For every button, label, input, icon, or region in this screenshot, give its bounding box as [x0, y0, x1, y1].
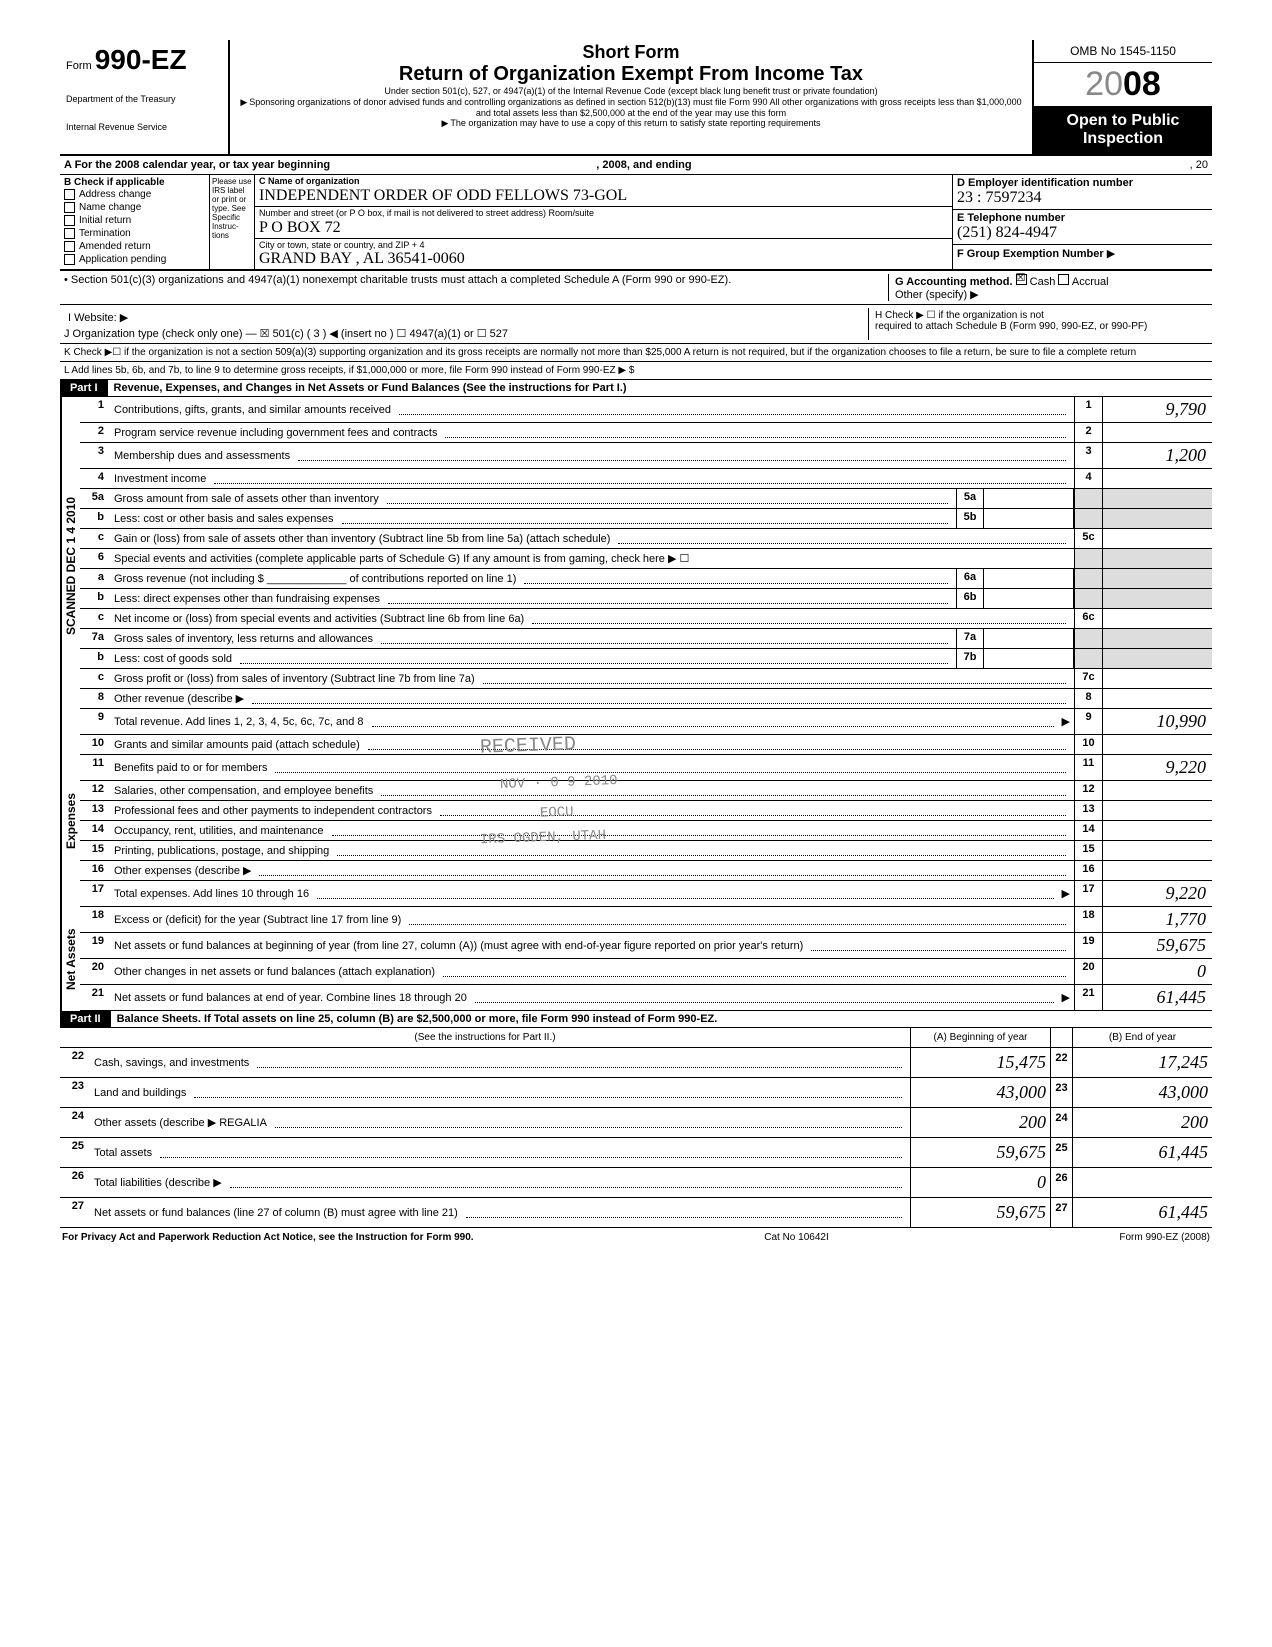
checkbox[interactable] — [64, 215, 75, 226]
org-type-line: J Organization type (check only one) — ☒… — [64, 327, 868, 340]
form-number: 990-EZ — [95, 44, 187, 75]
part1-header: Part I Revenue, Expenses, and Changes in… — [60, 380, 1212, 397]
d-label: D Employer identification number — [957, 177, 1133, 189]
line-21: 21Net assets or fund balances at end of … — [80, 985, 1212, 1011]
line-18: 18Excess or (deficit) for the year (Subt… — [80, 907, 1212, 933]
bs-line-24: 24Other assets (describe ▶ REGALIA200242… — [60, 1108, 1212, 1138]
line-13: 13Professional fees and other payments t… — [80, 801, 1212, 821]
org-name: INDEPENDENT ORDER OF ODD FELLOWS 73-GOL — [259, 187, 948, 205]
row-a: A For the 2008 calendar year, or tax yea… — [60, 156, 1212, 175]
line-7a: 7aGross sales of inventory, less returns… — [80, 629, 1212, 649]
title-short: Short Form — [236, 42, 1026, 63]
h-line1: H Check ▶ ☐ if the organization is not — [875, 310, 1202, 321]
line-5c: cGain or (loss) from sale of assets othe… — [80, 529, 1212, 549]
h-line2: required to attach Schedule B (Form 990,… — [875, 321, 1202, 332]
bs-line-26: 26Total liabilities (describe ▶026 — [60, 1168, 1212, 1198]
checkbox[interactable] — [64, 254, 75, 265]
line-14: 14Occupancy, rent, utilities, and mainte… — [80, 821, 1212, 841]
omb-number: OMB No 1545-1150 — [1034, 40, 1212, 63]
line-20: 20Other changes in net assets or fund ba… — [80, 959, 1212, 985]
bs-line-27: 27Net assets or fund balances (line 27 o… — [60, 1198, 1212, 1228]
b-heading: B Check if applicable — [64, 177, 165, 188]
g-label: G Accounting method. — [895, 276, 1013, 288]
city: GRAND BAY , AL 36541-0060 — [259, 250, 948, 268]
k-line: K Check ▶☐ if the organization is not a … — [60, 344, 1212, 362]
bs-line-23: 23Land and buildings43,0002343,000 — [60, 1078, 1212, 1108]
street-label: Number and street (or P O box, if mail i… — [259, 208, 948, 219]
side-net: Net Assets — [60, 907, 80, 1011]
section-501-text: • Section 501(c)(3) organizations and 49… — [64, 274, 888, 301]
phone: (251) 824-4947 — [957, 224, 1208, 242]
line-12: 12Salaries, other compensation, and empl… — [80, 781, 1212, 801]
footer: For Privacy Act and Paperwork Reduction … — [60, 1228, 1212, 1247]
line-19: 19Net assets or fund balances at beginni… — [80, 933, 1212, 959]
e-label: E Telephone number — [957, 212, 1065, 224]
block-bcdef: B Check if applicable Address changeName… — [60, 175, 1212, 271]
line-10: 10Grants and similar amounts paid (attac… — [80, 735, 1212, 755]
line-15: 15Printing, publications, postage, and s… — [80, 841, 1212, 861]
tax-year: 2008 — [1034, 63, 1212, 106]
ein: 23 : 7597234 — [957, 189, 1208, 207]
checkbox[interactable] — [64, 189, 75, 200]
accrual-checkbox[interactable] — [1058, 274, 1069, 285]
line-1: 1Contributions, gifts, grants, and simil… — [80, 397, 1212, 423]
line-9: 9Total revenue. Add lines 1, 2, 3, 4, 5c… — [80, 709, 1212, 735]
line-6b: bLess: direct expenses other than fundra… — [80, 589, 1212, 609]
form-header: Form 990-EZ Department of the Treasury I… — [60, 40, 1212, 156]
line-7b: bLess: cost of goods sold7b — [80, 649, 1212, 669]
line-3: 3Membership dues and assessments31,200 — [80, 443, 1212, 469]
side-revenue: SCANNED DEC 1 4 2010 — [60, 397, 80, 735]
c-label: C Name of organization — [259, 176, 360, 186]
line-6c: cNet income or (loss) from special event… — [80, 609, 1212, 629]
cash-checkbox[interactable]: ☒ — [1016, 274, 1027, 285]
bs-line-22: 22Cash, savings, and investments15,47522… — [60, 1048, 1212, 1078]
bs-line-25: 25Total assets59,6752561,445 — [60, 1138, 1212, 1168]
g-other: Other (specify) ▶ — [895, 288, 1208, 301]
please-label: Please use IRS label or print or type. S… — [210, 175, 255, 269]
line-16: 16Other expenses (describe ▶16 — [80, 861, 1212, 881]
line-4: 4Investment income4 — [80, 469, 1212, 489]
checkbox[interactable] — [64, 228, 75, 239]
line-8: 8Other revenue (describe ▶8 — [80, 689, 1212, 709]
line-6a: aGross revenue (not including $ ________… — [80, 569, 1212, 589]
section-ijh: I Website: ▶ J Organization type (check … — [60, 305, 1212, 344]
dept-irs: Internal Revenue Service — [66, 122, 222, 132]
part2-header: Part II Balance Sheets. If Total assets … — [60, 1011, 1212, 1028]
line-7c: cGross profit or (loss) from sales of in… — [80, 669, 1212, 689]
side-expenses: Expenses — [60, 735, 80, 907]
bs-columns: (See the instructions for Part II.) (A) … — [60, 1028, 1212, 1048]
subtitle-1: Under section 501(c), 527, or 4947(a)(1)… — [236, 86, 1026, 97]
line-5a: 5aGross amount from sale of assets other… — [80, 489, 1212, 509]
f-label: F Group Exemption Number — [957, 248, 1104, 260]
form-label: Form — [66, 60, 92, 72]
website-line: I Website: ▶ — [64, 308, 868, 327]
line-2: 2Program service revenue including gover… — [80, 423, 1212, 443]
checkbox[interactable] — [64, 202, 75, 213]
l-line: L Add lines 5b, 6b, and 7b, to line 9 to… — [60, 362, 1212, 380]
line-11: 11Benefits paid to or for members119,220 — [80, 755, 1212, 781]
city-label: City or town, state or country, and ZIP … — [259, 240, 948, 251]
open-public: Open to PublicInspection — [1034, 106, 1212, 154]
line-5b: bLess: cost or other basis and sales exp… — [80, 509, 1212, 529]
subtitle-2: Sponsoring organizations of donor advise… — [236, 97, 1026, 119]
title-main: Return of Organization Exempt From Incom… — [236, 63, 1026, 86]
section-501-g: • Section 501(c)(3) organizations and 49… — [60, 271, 1212, 305]
checkbox[interactable] — [64, 241, 75, 252]
dept-treasury: Department of the Treasury — [66, 94, 222, 104]
street: P O BOX 72 — [259, 219, 948, 237]
line-17: 17Total expenses. Add lines 10 through 1… — [80, 881, 1212, 907]
subtitle-3: The organization may have to use a copy … — [236, 118, 1026, 129]
